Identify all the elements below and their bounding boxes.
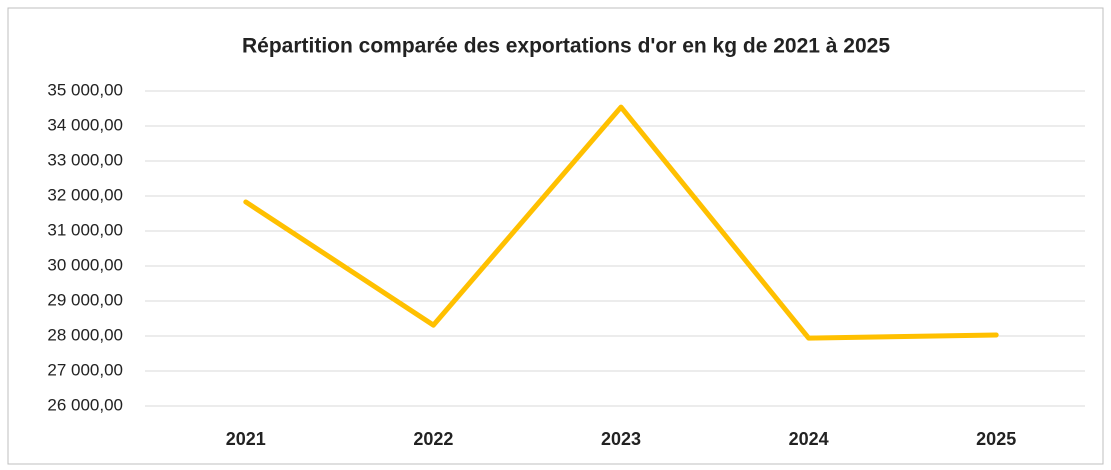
y-tick-label: 33 000,00 [47, 150, 123, 169]
x-tick-label: 2022 [413, 429, 453, 449]
x-tick-label: 2021 [226, 429, 266, 449]
y-tick-label: 26 000,00 [47, 395, 123, 414]
x-tick-label: 2025 [976, 429, 1016, 449]
chart-title: Répartition comparée des exportations d'… [242, 35, 890, 58]
y-tick-label: 29 000,00 [47, 290, 123, 309]
y-tick-label: 27 000,00 [47, 360, 123, 379]
y-tick-label: 32 000,00 [47, 185, 123, 204]
y-tick-label: 34 000,00 [47, 115, 123, 134]
y-tick-label: 28 000,00 [47, 325, 123, 344]
y-tick-label: 35 000,00 [47, 80, 123, 99]
y-tick-label: 31 000,00 [47, 220, 123, 239]
x-tick-label: 2024 [789, 429, 829, 449]
line-series [243, 104, 999, 341]
y-tick-label: 30 000,00 [47, 255, 123, 274]
chart-frame [7, 7, 1104, 465]
x-tick-label: 2023 [601, 429, 641, 449]
